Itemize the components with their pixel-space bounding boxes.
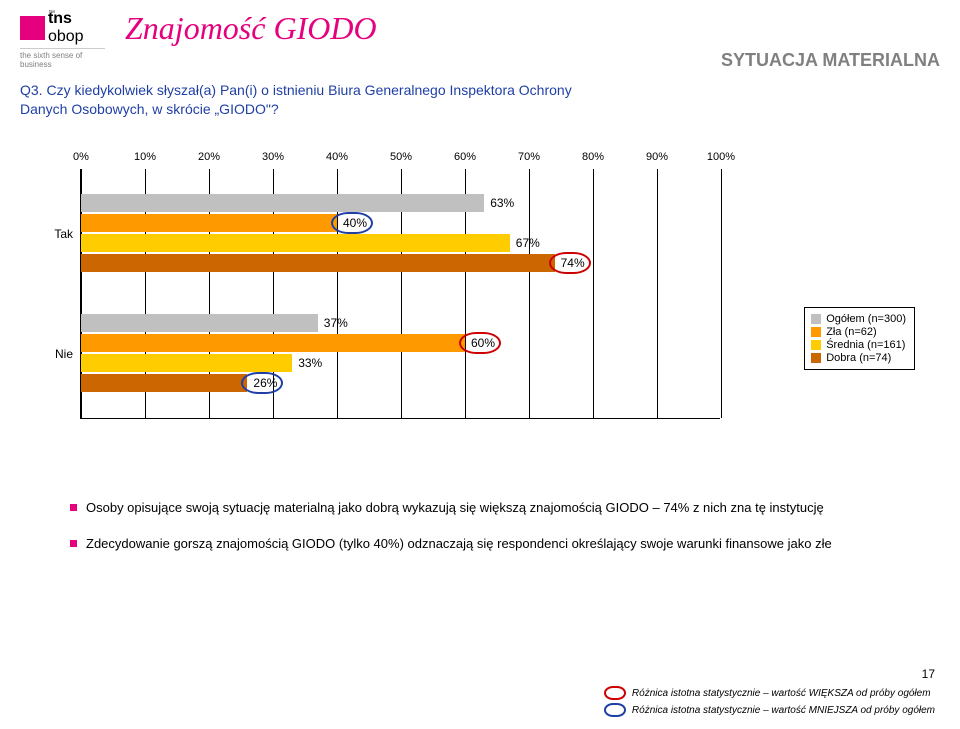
context-label: SYTUACJA MATERIALNA	[721, 10, 940, 71]
key-points: Osoby opisujące swoją sytuację materialn…	[0, 449, 960, 553]
x-tick: 50%	[390, 151, 412, 163]
x-tick: 20%	[198, 151, 220, 163]
bar	[81, 374, 247, 392]
bullet-point: Osoby opisujące swoją sytuację materialn…	[70, 499, 890, 517]
category-label: Tak	[23, 227, 73, 241]
x-tick: 80%	[582, 151, 604, 163]
bar	[81, 234, 510, 252]
bar-value-label: 33%	[298, 356, 755, 370]
bar	[81, 214, 337, 232]
category-label: Nie	[23, 347, 73, 361]
callout-greater-icon	[604, 686, 626, 700]
x-tick: 30%	[262, 151, 284, 163]
legend-item: Średnia (n=161)	[811, 339, 906, 351]
x-tick: 60%	[454, 151, 476, 163]
bar-value-label: 67%	[516, 236, 755, 250]
x-tick: 10%	[134, 151, 156, 163]
footnote-lesser: Różnica istotna statystycznie – wartość …	[632, 705, 935, 716]
legend: Ogółem (n=300)Zła (n=62)Średnia (n=161)D…	[804, 307, 915, 370]
footnote-greater: Różnica istotna statystycznie – wartość …	[632, 688, 931, 699]
bar	[81, 334, 465, 352]
callout-lesser-icon	[604, 703, 626, 717]
brand-logo: tns obop the sixth sense of business	[20, 10, 105, 69]
bar	[81, 354, 292, 372]
legend-item: Ogółem (n=300)	[811, 313, 906, 325]
page-number: 17	[922, 667, 935, 681]
logo-sub: obop	[48, 28, 84, 45]
bar-chart: 0% 10% 20% 30% 40% 50% 60% 70% 80% 90% 100% Tak 63% 4…	[20, 149, 940, 449]
footnotes: Różnica istotna statystycznie – wartość …	[604, 683, 935, 717]
x-tick: 70%	[518, 151, 540, 163]
bar-value-label: 60%	[471, 336, 755, 350]
bar-value-label: 63%	[490, 196, 755, 210]
legend-item: Zła (n=62)	[811, 326, 906, 338]
bar	[81, 254, 555, 272]
bar	[81, 314, 318, 332]
x-tick: 100%	[707, 151, 735, 163]
bar-value-label: 26%	[253, 376, 755, 390]
bar-value-label: 40%	[343, 216, 755, 230]
bar-value-label: 74%	[561, 256, 755, 270]
x-tick: 40%	[326, 151, 348, 163]
bullet-point: Zdecydowanie gorszą znajomością GIODO (t…	[70, 535, 890, 553]
x-tick: 0%	[73, 151, 89, 163]
legend-item: Dobra (n=74)	[811, 352, 906, 364]
x-tick: 90%	[646, 151, 668, 163]
page-title: Znajomość GIODO	[105, 10, 721, 47]
logo-tagline: the sixth sense of business	[20, 48, 105, 69]
question-text: Q3. Czy kiedykolwiek słyszał(a) Pan(i) o…	[0, 71, 620, 119]
bar	[81, 194, 484, 212]
bar-value-label: 37%	[324, 316, 755, 330]
